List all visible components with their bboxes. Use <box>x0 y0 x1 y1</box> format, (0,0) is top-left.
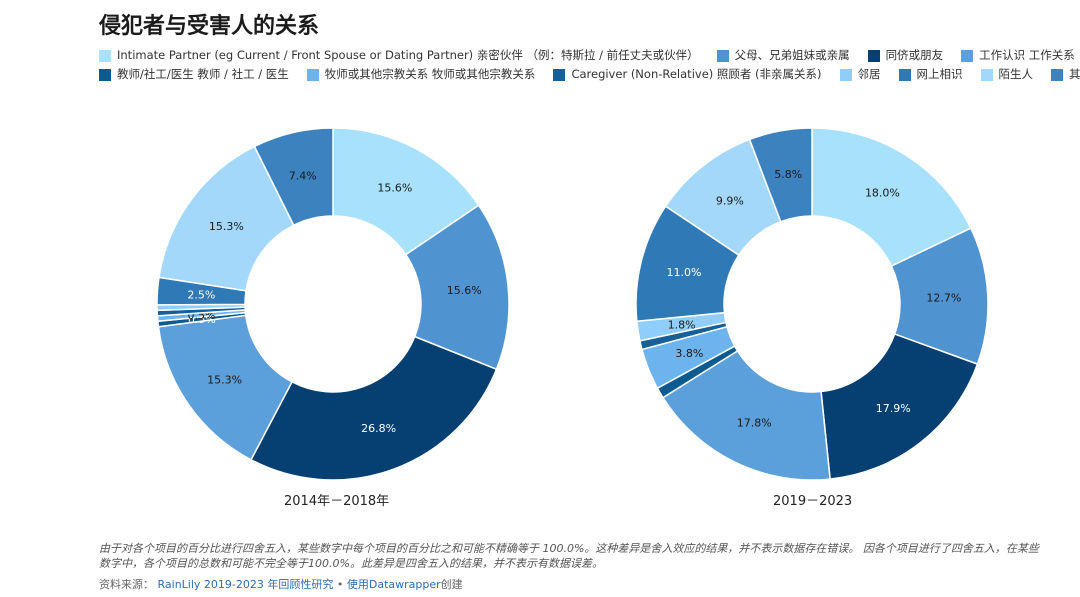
legend-swatch <box>99 49 111 62</box>
donut-slice <box>157 314 294 461</box>
source-separator: • <box>333 578 347 591</box>
legend-label: 网上相识 <box>916 67 963 81</box>
data-label: 15.3% <box>207 373 242 386</box>
data-label: 17.8% <box>737 417 772 430</box>
source-link[interactable]: RainLily 2019-2023 年回顾性研究 <box>157 578 334 591</box>
donut-1: 15.6%15.6%26.8%15.3%0.5%0.5%2.5%15.3%7.4… <box>156 127 510 481</box>
legend-label: 牧师或其他宗教关系 牧师或其他宗教关系 <box>324 67 536 81</box>
legend-label: Intimate Partner (eg Current / Front Spo… <box>117 48 699 62</box>
legend-label: Caregiver (Non-Relative) 照顾者 (非亲属关系) <box>571 67 822 81</box>
legend-swatch <box>716 49 729 62</box>
footnote: 由于对各个项目的百分比进行四舍五入，某些数字中每个项目的百分比之和可能不精确等于… <box>99 542 1039 570</box>
donut-slice <box>250 335 498 481</box>
legend-row-2: 教师/社工/医生 教师 / 社工 / 医生 牧师或其他宗教关系 牧师或其他宗教关… <box>99 65 1080 84</box>
data-label: 15.6% <box>447 284 482 297</box>
source-prefix: 资料来源： <box>99 578 154 591</box>
data-label: 5.8% <box>774 168 802 181</box>
legend-swatch <box>306 68 319 81</box>
data-label: 26.8% <box>361 422 396 435</box>
datawrapper-link[interactable]: 使用Datawrapper <box>346 578 441 591</box>
legend-swatch <box>898 68 911 81</box>
legend-item: 同侪或朋友 <box>867 46 944 65</box>
legend-item: 教师/社工/医生 教师 / 社工 / 医生 <box>99 65 289 84</box>
legend-swatch <box>553 68 566 81</box>
data-label: 18.0% <box>865 186 900 199</box>
legend-swatch <box>99 68 111 81</box>
donut-2: 18.0% 12.7% 17.9% 17.8% 3.8% 1.8% 11.0% 9.9% 5.8… <box>635 127 989 481</box>
source-suffix: 创建 <box>440 578 463 591</box>
donut-slice <box>661 349 831 481</box>
legend-label: 父母、兄弟姐妹或亲属 <box>734 48 850 62</box>
data-label: 3.8% <box>675 347 703 360</box>
donut-slice <box>811 127 972 268</box>
legend-item: 父母、兄弟姐妹或亲属 <box>716 46 850 65</box>
donut-slice <box>158 145 295 292</box>
legend-swatch <box>980 68 993 81</box>
data-label: 12.7% <box>926 292 961 305</box>
source-line: 资料来源： RainLily 2019-2023 年回顾性研究 • 使用Data… <box>99 576 463 592</box>
data-label: 15.6% <box>377 181 412 194</box>
legend-swatch <box>1051 68 1064 81</box>
legend-swatch <box>867 49 880 62</box>
donut-slice <box>820 333 979 480</box>
legend-label: 教师/社工/医生 教师 / 社工 / 医生 <box>117 67 289 81</box>
data-label: 1.8% <box>668 318 696 331</box>
legend-swatch <box>839 68 852 81</box>
chart-title: 侵犯者与受害人的关系 <box>99 14 320 39</box>
legend-item: 其他 <box>1051 65 1080 84</box>
legend-swatch <box>961 49 974 62</box>
legend-label: 工作认识 工作关系 <box>979 48 1075 62</box>
chart-caption-left: 2014年－2018年 <box>284 494 390 509</box>
legend-item: 邻居 <box>839 65 881 84</box>
data-label: 2.5% <box>187 288 215 301</box>
data-label: 7.4% <box>289 170 317 183</box>
legend-item: 陌生人 <box>980 65 1034 84</box>
legend-item: 网上相识 <box>898 65 963 84</box>
data-label: 9.9% <box>716 195 744 208</box>
legend-label: 邻居 <box>857 67 881 81</box>
donut-slice <box>748 127 813 223</box>
legend: Intimate Partner (eg Current / Front Spo… <box>99 46 1080 84</box>
legend-item: Intimate Partner (eg Current / Front Spo… <box>99 46 699 65</box>
donut-slice <box>253 127 334 227</box>
legend-item: 工作认识 工作关系 <box>961 46 1075 65</box>
legend-row-1: Intimate Partner (eg Current / Front Spo… <box>99 46 1075 65</box>
legend-label: 同侪或朋友 <box>885 48 944 62</box>
data-label: 11.0% <box>666 266 701 279</box>
chart-caption-right: 2019－2023 <box>773 494 853 509</box>
donut-slice <box>332 127 480 256</box>
donut-slice <box>404 204 510 371</box>
legend-label: 陌生人 <box>998 67 1034 81</box>
legend-item: Caregiver (Non-Relative) 照顾者 (非亲属关系) <box>553 65 822 84</box>
data-label: 15.3% <box>209 220 244 233</box>
legend-label: 其他 <box>1069 67 1080 81</box>
legend-item: 牧师或其他宗教关系 牧师或其他宗教关系 <box>306 65 536 84</box>
data-label: 17.9% <box>876 402 911 415</box>
